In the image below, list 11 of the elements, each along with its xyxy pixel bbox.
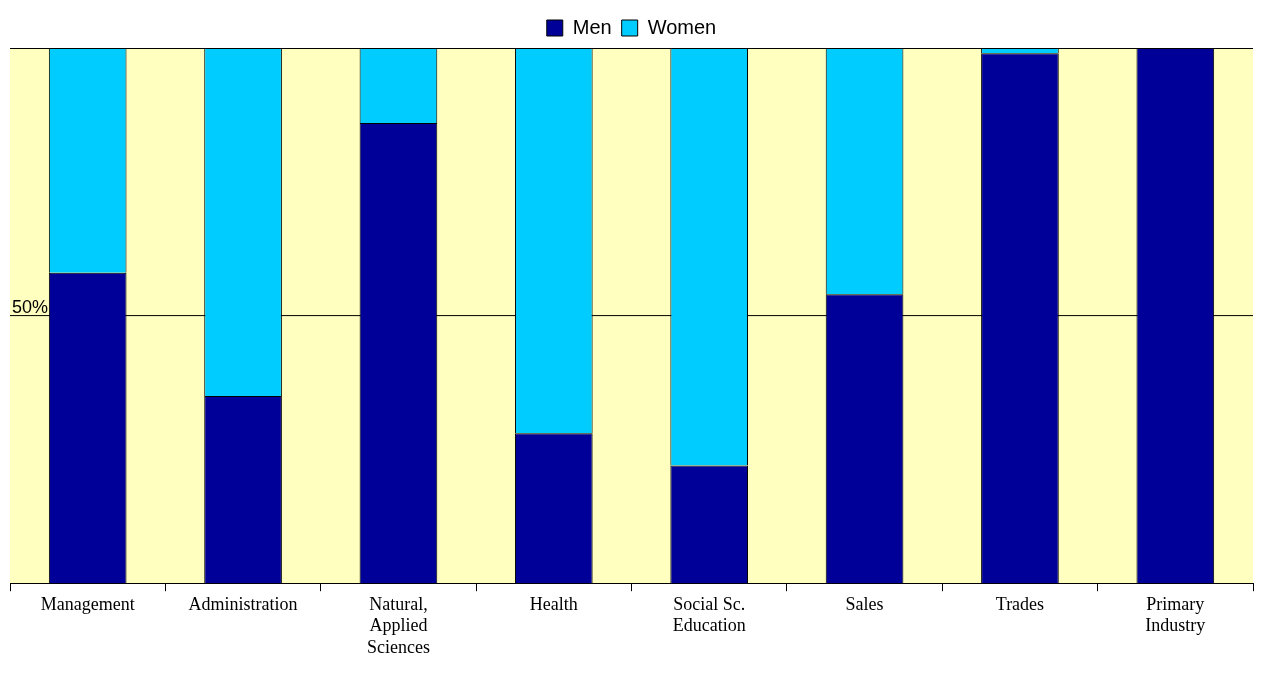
ref-line-label: 50% [12, 296, 49, 317]
x-tick-label: Health [529, 593, 578, 614]
x-tick-label: Administration [188, 593, 298, 614]
legend-label: Men [572, 15, 612, 38]
legend-label: Women [647, 15, 717, 38]
x-tick-label: Management [40, 593, 135, 614]
x-tick-label: Primary Industry [1145, 593, 1206, 636]
x-tick-label: Sales [845, 593, 884, 614]
x-tick-label: Social Sc. Education [672, 593, 746, 636]
x-tick-label: Natural, Applied Sciences [366, 593, 430, 657]
x-tick-label: Trades [995, 593, 1045, 614]
